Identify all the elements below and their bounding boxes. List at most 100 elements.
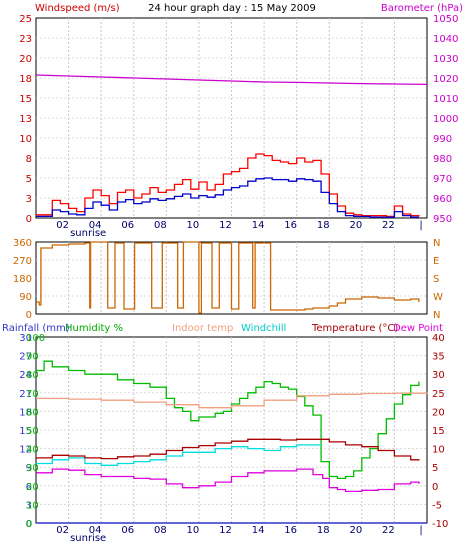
y-right-tick-label: 1030 <box>433 54 458 65</box>
y-right-tick-label: 1020 <box>433 74 458 85</box>
y-left-tick-label: 20 <box>19 54 32 65</box>
x-tick-label: 04 <box>89 525 102 536</box>
y-left-tick-label: 27 <box>19 352 32 363</box>
humidity-label: Humidity % <box>65 323 123 334</box>
x-tick-label: 06 <box>121 525 134 536</box>
y-temp-tick-label: 25 <box>432 389 445 400</box>
y-temp-tick-label: 10 <box>432 445 445 456</box>
y-left-tick-label: 10 <box>19 134 32 145</box>
y-right-tick-label: 1000 <box>433 114 458 125</box>
series-line-0-1 <box>36 177 419 218</box>
y-left-tick-label: 18 <box>19 74 32 85</box>
sunrise-label: sunrise <box>70 228 106 239</box>
y-left-tick-label: 8 <box>26 154 32 165</box>
y-left-tick-label: 0 <box>26 214 32 225</box>
series-line-1-0 <box>36 241 420 314</box>
x-tick-label: 16 <box>284 220 297 231</box>
y-left-tick-label: 360 <box>13 238 32 249</box>
y-temp-tick-label: 20 <box>432 407 445 418</box>
y-left-tick-label: 6 <box>26 482 32 493</box>
y-left-tick-label: 180 <box>13 274 32 285</box>
y-left-tick-label: 3 <box>26 500 32 511</box>
y-left-tick-label: 3 <box>26 194 32 205</box>
y-left-tick-label: 15 <box>19 94 32 105</box>
y-right-tick-label: N <box>433 238 440 249</box>
y-humidity-tick-label: 60 <box>26 407 39 418</box>
y-right-tick-label: 1050 <box>433 14 458 25</box>
dewpoint-label: Dew Point <box>393 323 443 334</box>
y-humidity-tick-label: 50 <box>26 426 39 437</box>
y-humidity-tick-label: 20 <box>26 482 39 493</box>
series-line-2-0 <box>36 360 420 480</box>
y-left-tick-label: 0 <box>26 519 32 530</box>
y-temp-tick-label: 40 <box>432 333 445 344</box>
y-humidity-tick-label: 40 <box>26 445 39 456</box>
y-right-tick-label: 1040 <box>433 34 458 45</box>
x-tick-label: 14 <box>252 220 265 231</box>
series-line-2-4 <box>36 468 420 493</box>
y-left-tick-label: 5 <box>26 174 32 185</box>
series-line-2-1 <box>36 392 428 409</box>
series-line-2-3 <box>36 438 420 461</box>
x-tick-label: 02 <box>56 220 69 231</box>
y-temp-tick-label: 0 <box>432 482 438 493</box>
x-tick-label: 22 <box>382 525 395 536</box>
rainfall-label: Rainfall (mm) <box>2 323 70 334</box>
y-left-tick-label: 90 <box>19 292 32 303</box>
y-right-tick-label: 950 <box>433 214 452 225</box>
y-humidity-tick-label: 10 <box>26 500 39 511</box>
y-left-tick-label: 24 <box>19 370 32 381</box>
x-tick-label: 10 <box>187 220 200 231</box>
y-left-tick-label: 13 <box>19 114 32 125</box>
y-left-tick-label: 30 <box>19 333 32 344</box>
series-line-0-0 <box>36 153 420 218</box>
x-tick-label: | <box>419 525 422 536</box>
x-tick-label: 20 <box>349 525 362 536</box>
y-temp-tick-label: -10 <box>432 519 448 530</box>
y-humidity-tick-label: 30 <box>26 463 39 474</box>
x-tick-label: 12 <box>219 525 232 536</box>
y-left-tick-label: 18 <box>19 407 32 418</box>
windspeed-label: Windspeed (m/s) <box>35 3 120 14</box>
y-temp-tick-label: 15 <box>432 426 445 437</box>
y-left-tick-label: 23 <box>19 34 32 45</box>
y-right-tick-label: 970 <box>433 174 452 185</box>
x-tick-label: 18 <box>317 220 330 231</box>
y-right-tick-label: 990 <box>433 134 452 145</box>
y-left-tick-label: 21 <box>19 389 32 400</box>
y-left-tick-label: 15 <box>19 426 32 437</box>
x-tick-label: | <box>419 220 422 231</box>
series-line-2-2 <box>36 444 322 466</box>
x-tick-label: 14 <box>252 525 265 536</box>
y-left-tick-label: 9 <box>26 463 32 474</box>
y-right-tick-label: 960 <box>433 194 452 205</box>
y-temp-tick-label: 5 <box>432 463 438 474</box>
y-humidity-tick-label: 70 <box>26 389 39 400</box>
chart-title: 24 hour graph day : 15 May 2009 <box>148 3 316 14</box>
x-tick-label: 08 <box>154 220 167 231</box>
barometer-label: Barometer (hPa) <box>381 3 463 14</box>
x-tick-label: 12 <box>219 220 232 231</box>
y-temp-tick-label: 35 <box>432 352 445 363</box>
y-left-tick-label: 270 <box>13 256 32 267</box>
y-right-tick-label: N <box>433 310 440 321</box>
x-tick-label: 04 <box>89 220 102 231</box>
x-tick-label: 06 <box>121 220 134 231</box>
x-tick-label: 20 <box>349 220 362 231</box>
x-tick-label: 18 <box>317 525 330 536</box>
x-tick-label: 10 <box>187 525 200 536</box>
y-left-tick-label: 25 <box>19 14 32 25</box>
wind-barometer-panel-text: Windspeed (m/s) 24 hour graph day : 15 M… <box>35 3 463 14</box>
y-right-tick-label: E <box>433 256 439 267</box>
series-line-0-2 <box>35 74 428 86</box>
y-left-tick-label: 12 <box>19 445 32 456</box>
sunrise-label: sunrise <box>70 533 106 544</box>
temperature-humidity-panel-text: Rainfall (mm) Humidity % Indoor temp Win… <box>2 323 443 334</box>
y-right-tick-label: 1010 <box>433 94 458 105</box>
y-right-tick-label: W <box>433 292 443 303</box>
y-humidity-tick-label: 90 <box>26 352 39 363</box>
x-tick-label: 08 <box>154 525 167 536</box>
x-tick-label: 16 <box>284 525 297 536</box>
